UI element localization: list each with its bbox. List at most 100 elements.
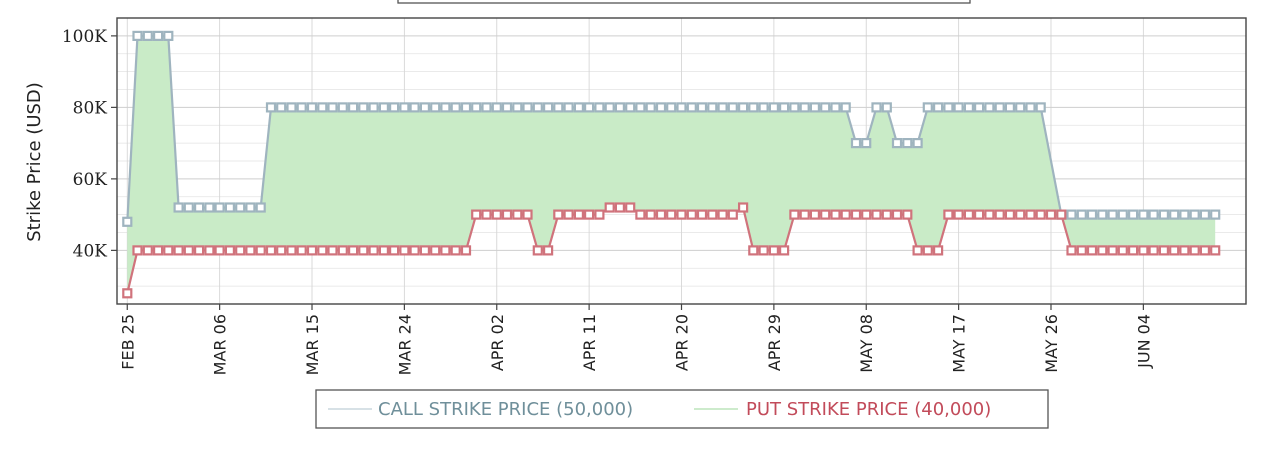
call-strike-marker [1127, 209, 1139, 220]
call-strike-marker [132, 30, 143, 41]
put-strike-marker [1004, 209, 1016, 220]
y-tick-label: 40K [73, 241, 108, 261]
put-strike-marker [481, 209, 492, 220]
legend: CALL STRIKE PRICE (50,000) PUT STRIKE PR… [315, 389, 1049, 429]
call-strike-marker [1004, 102, 1016, 113]
put-strike-marker [1025, 209, 1036, 220]
put-strike-marker [963, 209, 975, 220]
legend-put-label: PUT STRIKE PRICE (40,000) [746, 399, 991, 420]
put-strike-marker [563, 209, 574, 220]
call-strike-marker [789, 102, 800, 113]
x-tick-label: MAY 08 [857, 314, 876, 373]
call-strike-marker [840, 102, 851, 113]
put-strike-marker [389, 245, 400, 256]
put-strike-marker [645, 209, 656, 220]
call-strike-marker [450, 102, 461, 113]
x-tick-label: APR 20 [673, 314, 692, 371]
put-strike-marker [707, 209, 718, 220]
put-strike-marker [614, 202, 626, 213]
call-strike-marker [635, 102, 646, 113]
put-strike-marker [932, 245, 944, 256]
put-strike-marker [173, 245, 184, 256]
y-tick-label: 60K [73, 170, 108, 190]
call-strike-marker [1097, 209, 1108, 220]
put-strike-marker [1169, 245, 1180, 256]
legend-box [315, 389, 1049, 429]
call-strike-marker [409, 102, 420, 113]
put-strike-marker [768, 245, 780, 256]
put-strike-marker [286, 245, 297, 256]
y-axis-ticks: 40K 60K 80K 100K [62, 27, 117, 261]
put-strike-marker [1076, 245, 1087, 256]
call-strike-marker [430, 102, 441, 113]
call-strike-marker [737, 102, 749, 113]
put-strike-marker [204, 245, 215, 256]
put-strike-marker [491, 209, 502, 220]
put-strike-marker [235, 245, 246, 256]
call-strike-marker [943, 102, 954, 113]
call-strike-marker [235, 202, 246, 213]
put-strike-marker [1066, 245, 1077, 256]
put-strike-marker [1210, 245, 1221, 256]
put-strike-marker [122, 288, 133, 299]
put-strike-marker [214, 245, 225, 256]
put-strike-marker [512, 209, 523, 220]
put-strike-marker [1148, 245, 1159, 256]
call-strike-marker [460, 102, 472, 113]
call-strike-marker [512, 102, 523, 113]
call-strike-marker [953, 102, 964, 113]
put-strike-marker [153, 245, 164, 256]
x-tick-label: MAY 26 [1042, 314, 1061, 373]
call-strike-marker [1107, 209, 1118, 220]
put-strike-marker [163, 245, 174, 256]
put-strike-marker [327, 245, 338, 256]
call-strike-marker [1086, 209, 1098, 220]
put-strike-marker [1138, 245, 1149, 256]
call-strike-marker [717, 102, 728, 113]
call-strike-marker [850, 138, 862, 149]
call-strike-marker [830, 102, 841, 113]
call-strike-marker [932, 102, 944, 113]
x-tick-label: MAR 15 [303, 314, 322, 375]
put-strike-marker [368, 245, 379, 256]
put-strike-marker [984, 209, 995, 220]
y-axis-label: Strike Price (USD) [24, 82, 45, 242]
top-box-remnant [397, 0, 971, 4]
call-strike-marker [881, 102, 892, 113]
x-tick-label: APR 02 [488, 314, 507, 371]
put-strike-marker [296, 245, 307, 256]
put-strike-marker [1179, 245, 1190, 256]
put-strike-marker [276, 245, 287, 256]
x-tick-label: FEB 25 [118, 314, 137, 370]
put-strike-marker [450, 245, 461, 256]
put-strike-marker [799, 209, 810, 220]
put-strike-marker [861, 209, 872, 220]
put-strike-marker [142, 245, 153, 256]
x-axis-ticks: FEB 25 MAR 06 MAR 15 MAR 24 APR 02 APR 11 APR … [118, 304, 1153, 375]
x-tick-label: MAR 06 [211, 314, 230, 375]
call-strike-marker [563, 102, 574, 113]
put-strike-marker [840, 209, 851, 220]
put-strike-marker [1127, 245, 1139, 256]
put-strike-marker [1045, 209, 1057, 220]
put-strike-marker [399, 245, 410, 256]
call-strike-marker [1199, 209, 1211, 220]
call-strike-marker [265, 102, 277, 113]
call-strike-marker [1158, 209, 1170, 220]
call-strike-marker [1179, 209, 1190, 220]
put-strike-marker [1086, 245, 1098, 256]
call-strike-marker [194, 202, 205, 213]
put-strike-marker [532, 245, 543, 256]
put-strike-marker [542, 245, 554, 256]
call-strike-marker [891, 138, 903, 149]
call-strike-marker [317, 102, 328, 113]
put-strike-marker [912, 245, 923, 256]
put-strike-marker [881, 209, 892, 220]
put-strike-marker [635, 209, 646, 220]
put-strike-marker [255, 245, 266, 256]
put-strike-marker [265, 245, 277, 256]
call-strike-marker [224, 202, 235, 213]
put-strike-marker [830, 209, 841, 220]
call-strike-marker [440, 102, 451, 113]
